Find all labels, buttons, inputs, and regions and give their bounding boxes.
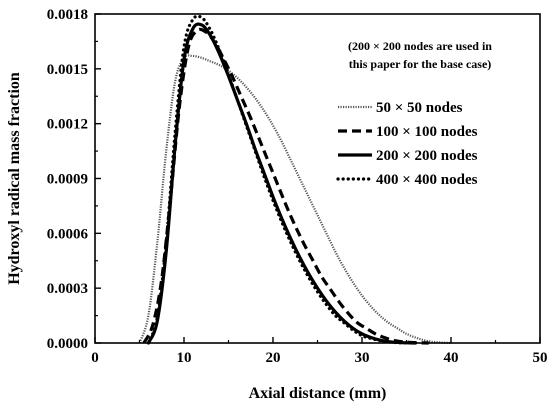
series-line-100x100	[142, 27, 429, 345]
series-layer	[138, 14, 452, 345]
legend: 50 × 50 nodes 100 × 100 nodes 200 × 200 no…	[336, 100, 478, 188]
y-tick-label: 0.0015	[47, 62, 88, 78]
y-tick-label: 0.0018	[47, 7, 88, 23]
x-tick-label: 50	[533, 350, 548, 366]
annotation-line-2: this paper for the base case)	[349, 57, 492, 71]
annotation-line-1: (200 × 200 nodes are used in	[348, 39, 492, 53]
series-line-50x50	[138, 54, 452, 345]
legend-label: 400 × 400 nodes	[376, 172, 478, 188]
y-tick-label: 0.0000	[47, 336, 88, 352]
y-tick-label: 0.0003	[47, 281, 88, 297]
legend-label: 50 × 50 nodes	[376, 100, 463, 116]
y-tick-label: 0.0012	[47, 117, 88, 133]
y-axis-title: Hydroxyl radical mass fraction	[6, 72, 23, 285]
y-tick-label: 0.0009	[47, 172, 88, 188]
series-line-200x200	[146, 22, 416, 345]
y-tick-label: 0.0006	[47, 226, 89, 242]
annotation-note: (200 × 200 nodes are used in this paper …	[348, 39, 492, 71]
ticks-layer: 0 10 20 30 40 50 0.0000 0.0003 0.0006 0.0009 0.001…	[47, 7, 548, 366]
x-tick-label: 0	[91, 350, 99, 366]
x-tick-label: 40	[444, 350, 459, 366]
x-tick-label: 30	[355, 350, 370, 366]
legend-label: 200 × 200 nodes	[376, 148, 478, 164]
x-tick-label: 20	[266, 350, 281, 366]
x-axis-title: Axial distance (mm)	[249, 385, 387, 402]
x-tick-label: 10	[177, 350, 192, 366]
legend-label: 100 × 100 nodes	[376, 124, 478, 140]
